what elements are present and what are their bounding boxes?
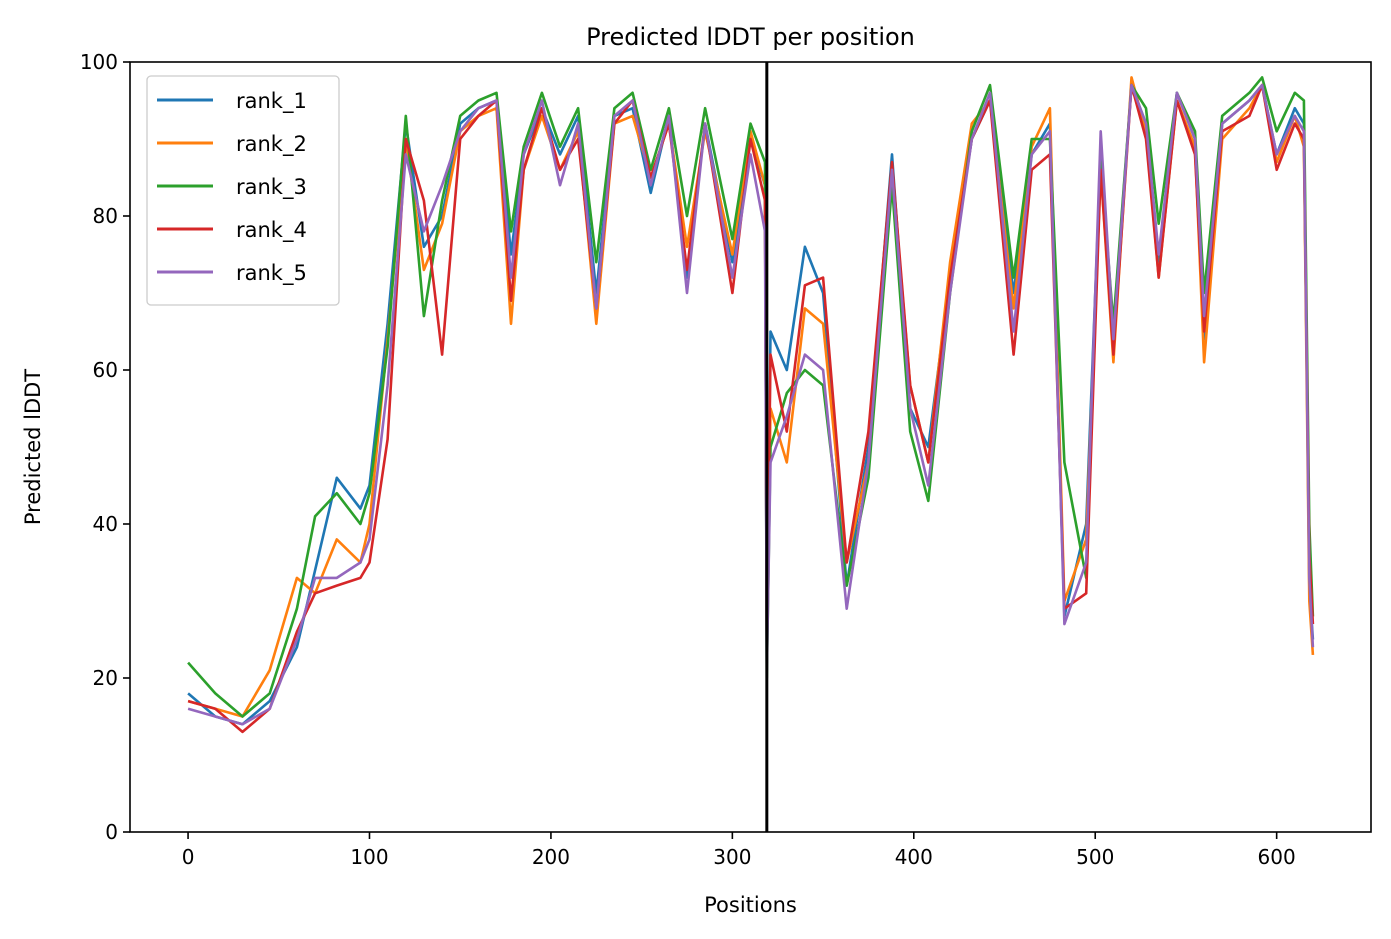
x-tick-label: 600 <box>1258 845 1296 869</box>
series-line-rank_3 <box>187 76 1315 718</box>
y-tick-label: 20 <box>93 666 118 690</box>
legend-label: rank_1 <box>236 89 307 114</box>
y-axis-ticks: 0 20 40 60 80 100 <box>80 50 130 844</box>
y-tick-label: 100 <box>80 50 118 74</box>
x-tick-label: 400 <box>895 845 933 869</box>
plot-frame <box>129 61 1372 833</box>
x-tick-label: 500 <box>1076 845 1114 869</box>
x-tick-label: 300 <box>713 845 751 869</box>
legend-label: rank_3 <box>236 175 307 200</box>
series-line-rank_5 <box>187 83 1315 726</box>
legend-label: rank_2 <box>236 132 307 157</box>
y-tick-label: 60 <box>93 358 118 382</box>
x-tick-label: 200 <box>532 845 570 869</box>
y-tick-label: 80 <box>93 204 118 228</box>
x-tick-label: 100 <box>350 845 388 869</box>
legend-label: rank_4 <box>236 218 307 243</box>
series-line-rank_4 <box>187 83 1315 734</box>
legend: rank_1 rank_2 rank_3 rank_4 rank_5 <box>146 75 340 306</box>
x-tick-label: 0 <box>182 845 195 869</box>
legend-box <box>146 75 340 306</box>
x-axis-label: Positions <box>704 893 797 917</box>
y-axis-label: Predicted lDDT <box>21 369 45 525</box>
series-line-rank_1 <box>187 83 1315 726</box>
chart-title: Predicted lDDT per position <box>586 23 915 51</box>
series-line-rank_2 <box>187 76 1315 718</box>
y-tick-label: 0 <box>105 820 118 844</box>
series-layer <box>187 76 1315 734</box>
x-axis-ticks: 0 100 200 300 400 500 600 <box>182 832 1296 869</box>
y-tick-label: 40 <box>93 512 118 536</box>
legend-label: rank_5 <box>236 261 307 286</box>
